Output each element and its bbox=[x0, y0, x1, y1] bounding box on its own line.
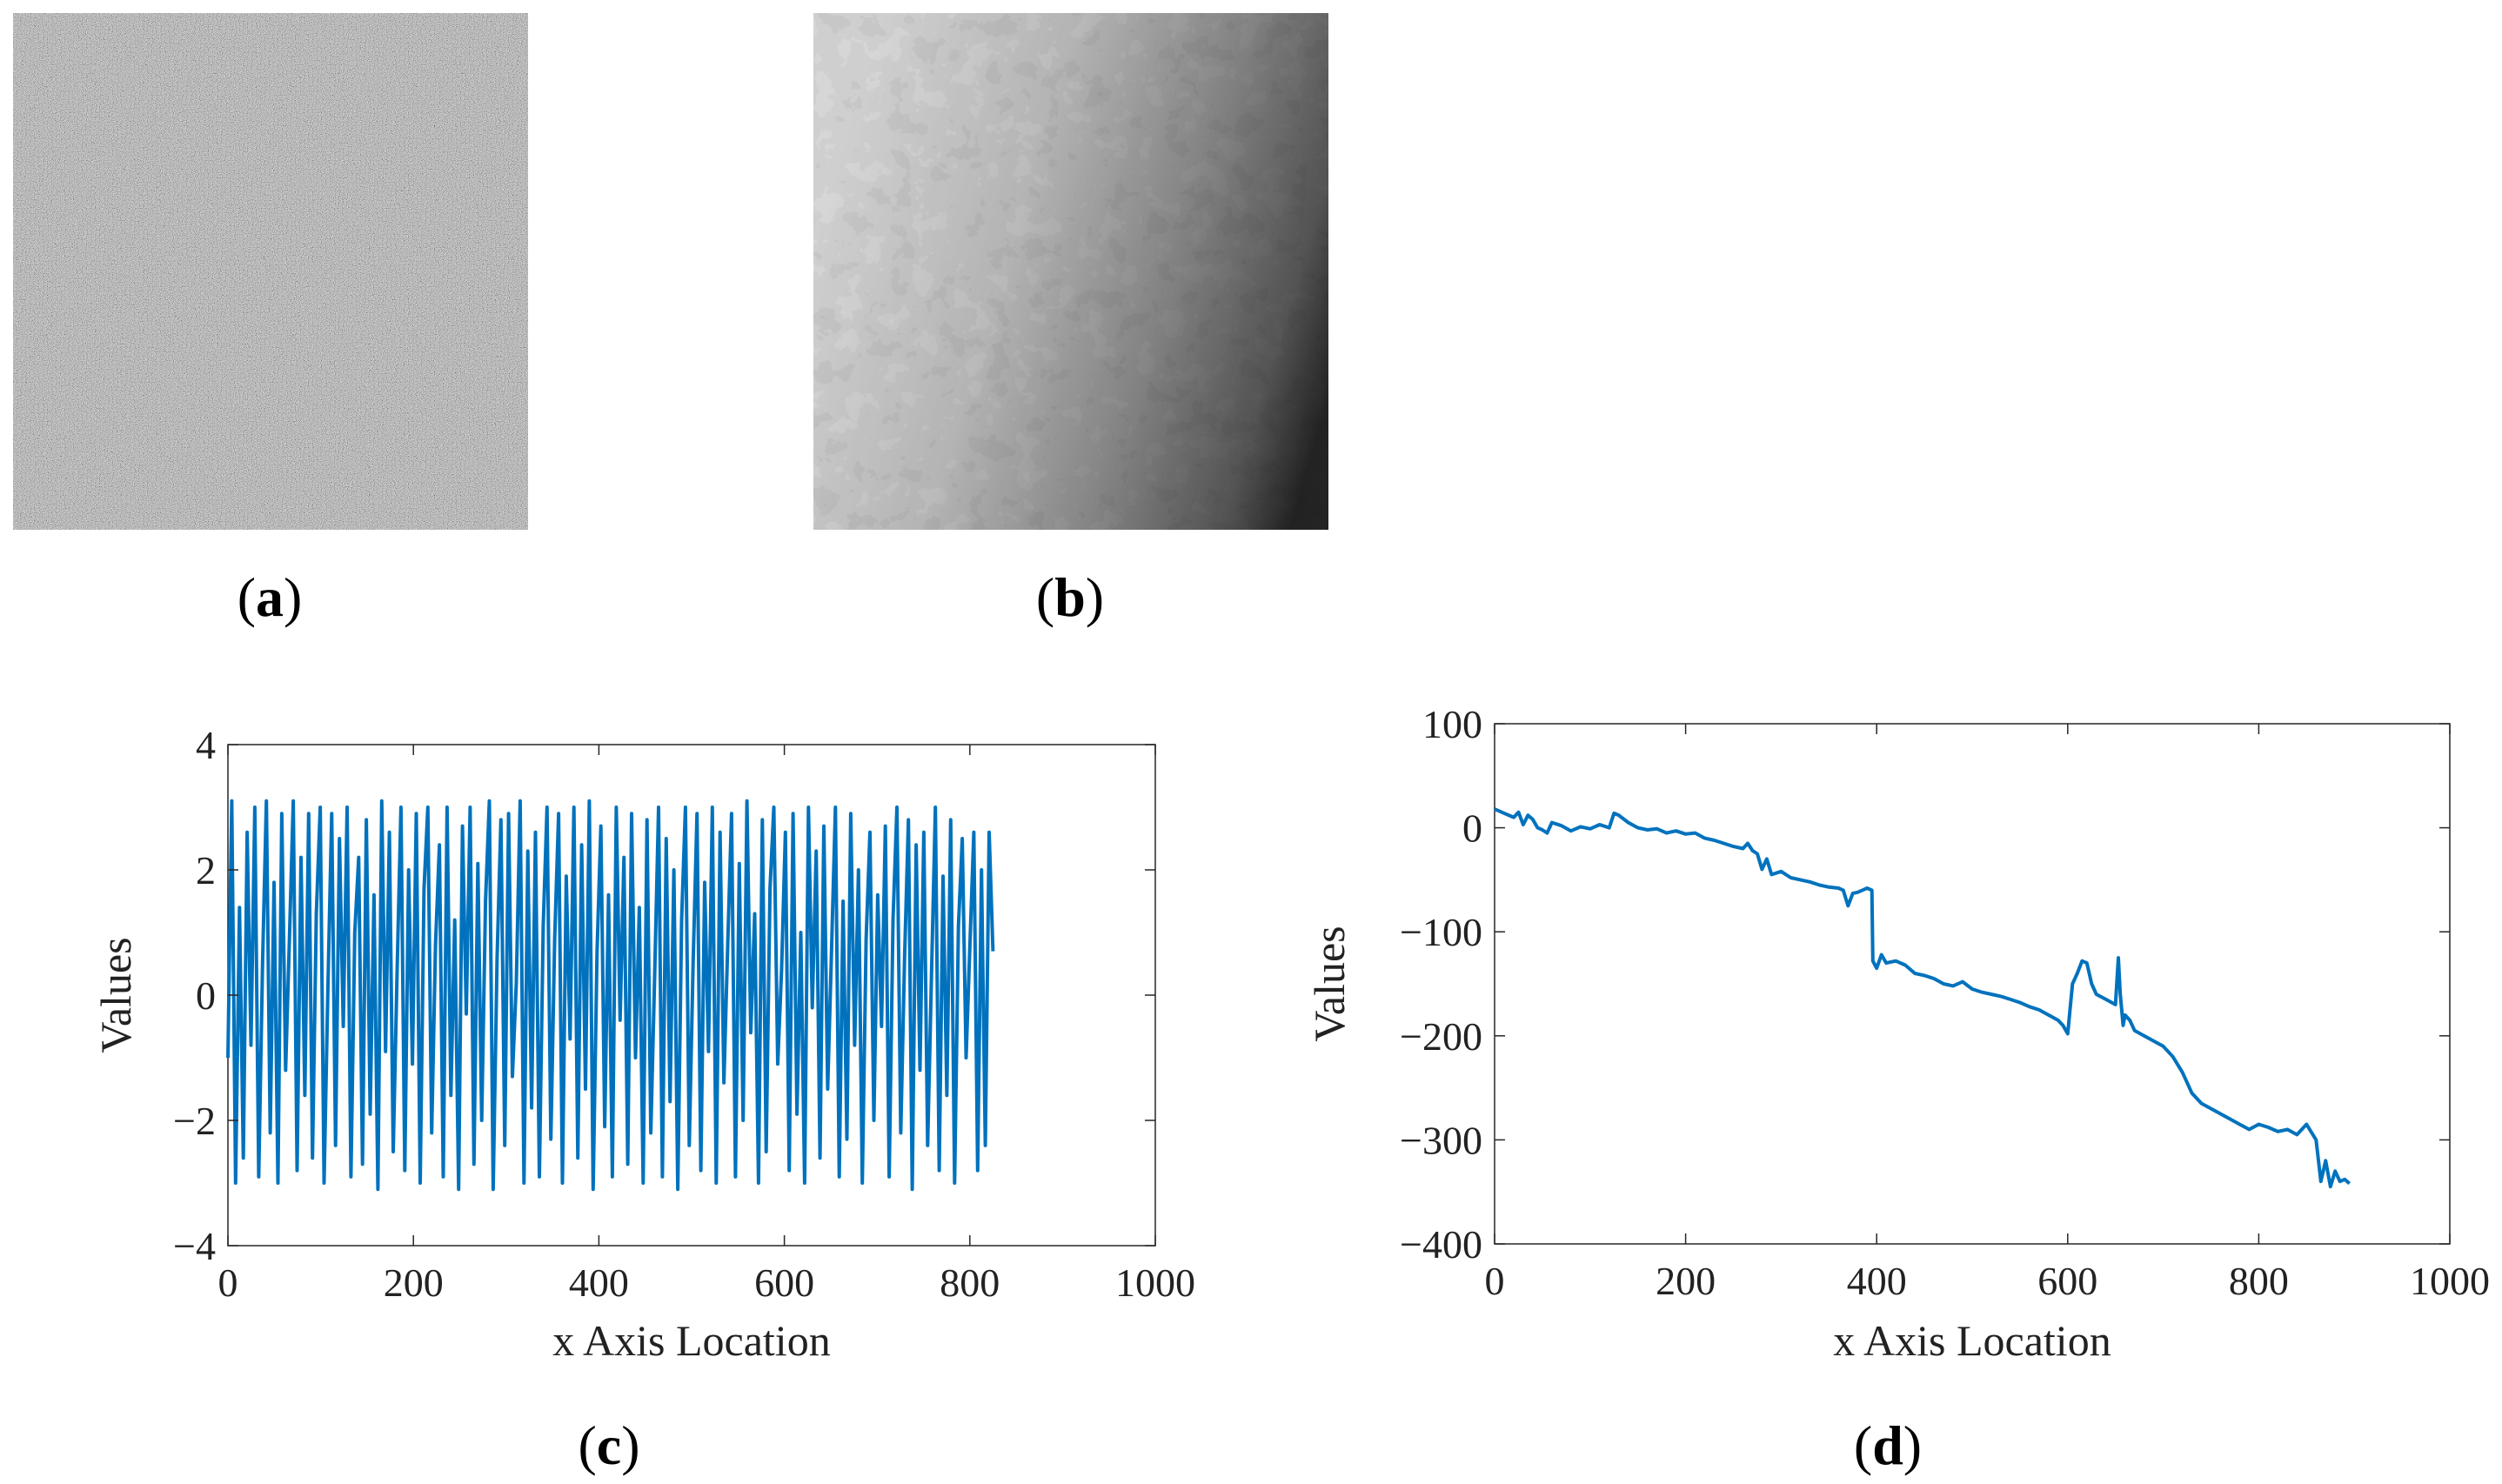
chart-d-xtick-label: 0 bbox=[1485, 1259, 1505, 1303]
chart-c-xtick-label: 400 bbox=[569, 1260, 629, 1305]
chart-d-xtick-label: 400 bbox=[1847, 1259, 1907, 1303]
chart-d-ytick-label: 100 bbox=[1422, 702, 1482, 746]
chart-d-xtick-label: 200 bbox=[1656, 1259, 1716, 1303]
chart-c-ytick-label: 2 bbox=[196, 848, 216, 892]
chart-c-ytick-label: 4 bbox=[196, 723, 216, 767]
chart-c-ytick-label: −4 bbox=[173, 1224, 216, 1268]
chart-c-xtick-label: 0 bbox=[218, 1260, 238, 1305]
chart-d-ytick-label: 0 bbox=[1462, 806, 1482, 851]
chart-c-xtick-label: 600 bbox=[754, 1260, 814, 1305]
chart-c-xtick-label: 200 bbox=[384, 1260, 444, 1305]
chart-d-ytick-label: −300 bbox=[1400, 1118, 1482, 1162]
panel-label-d: (d) bbox=[1853, 1414, 1923, 1476]
chart-c-xlabel: x Axis Location bbox=[552, 1316, 830, 1365]
chart-c-ytick-label: 0 bbox=[196, 973, 216, 1018]
chart-c-axes-box bbox=[227, 744, 1156, 1247]
panel-label-a: (a) bbox=[237, 566, 303, 628]
chart-d-ylabel: Values bbox=[1305, 926, 1354, 1041]
chart-d-series-line bbox=[1494, 807, 2351, 1189]
panel-label-b: (b) bbox=[1035, 566, 1105, 628]
chart-d-ytick-label: −400 bbox=[1400, 1222, 1482, 1267]
chart-d-xtick-label: 1000 bbox=[2410, 1259, 2490, 1303]
panel-label-c: (c) bbox=[578, 1414, 640, 1476]
chart-c-series-line bbox=[226, 799, 995, 1192]
chart-c-xtick-label: 800 bbox=[940, 1260, 1000, 1305]
chart-c-ytick-label: −2 bbox=[173, 1099, 216, 1143]
chart-c-xtick-label: 1000 bbox=[1115, 1260, 1195, 1305]
chart-d-xlabel: x Axis Location bbox=[1833, 1316, 2111, 1365]
chart-d-ytick-label: −200 bbox=[1400, 1014, 1482, 1059]
noise-image bbox=[13, 13, 528, 530]
chart-c-ylabel: Values bbox=[91, 937, 140, 1053]
phase-map-image bbox=[813, 13, 1328, 530]
chart-d-xtick-label: 600 bbox=[2037, 1259, 2097, 1303]
chart-d-ytick-label: −100 bbox=[1400, 910, 1482, 954]
chart-d-axes-box bbox=[1494, 723, 2451, 1245]
chart-d-xtick-label: 800 bbox=[2229, 1259, 2289, 1303]
